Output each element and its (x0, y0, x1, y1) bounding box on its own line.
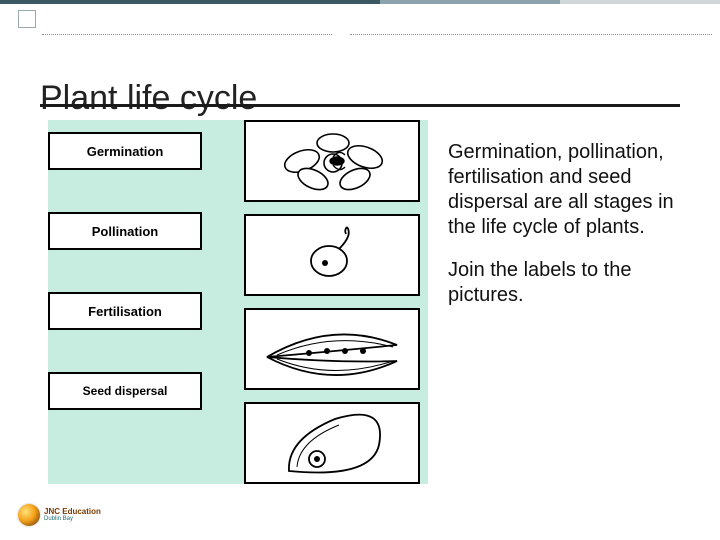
matching-panel: Germination Pollination Fertilisation Se… (48, 120, 428, 484)
dotted-rule-right (350, 34, 712, 35)
globe-icon (18, 504, 40, 526)
label-pollination[interactable]: Pollination (48, 212, 202, 250)
topbar-seg-c (560, 0, 720, 4)
label-text: Seed dispersal (83, 384, 168, 398)
label-text: Fertilisation (88, 304, 162, 319)
pod-icon (247, 311, 417, 387)
footer-text: JNC Education Dublin Bay (44, 508, 101, 522)
pictures-column (244, 120, 420, 496)
paragraph-1: Germination, pollination, fertilisation … (448, 140, 698, 240)
dotted-rule-left (42, 34, 332, 35)
label-germination[interactable]: Germination (48, 132, 202, 170)
label-fertilisation[interactable]: Fertilisation (48, 292, 202, 330)
corner-ornament (18, 10, 36, 28)
picture-ovule[interactable] (244, 402, 420, 484)
paragraph-2: Join the labels to the pictures. (448, 258, 698, 308)
topbar-seg-b (380, 0, 560, 4)
labels-column: Germination Pollination Fertilisation Se… (48, 132, 208, 452)
picture-flower-bee[interactable] (244, 120, 420, 202)
topbar-seg-a (0, 0, 380, 4)
picture-pod[interactable] (244, 308, 420, 390)
label-seed-dispersal[interactable]: Seed dispersal (48, 372, 202, 410)
footer-line2: Dublin Bay (44, 516, 101, 522)
top-line (0, 0, 720, 4)
footer-line1: JNC Education (44, 508, 101, 516)
picture-seed-sprout[interactable] (244, 214, 420, 296)
ovule-icon (247, 405, 417, 481)
slide: Plant life cycle Germination Pollination… (0, 0, 720, 540)
label-text: Germination (87, 144, 164, 159)
top-bar (0, 0, 720, 38)
flower-bee-icon (247, 123, 417, 199)
body-text: Germination, pollination, fertilisation … (448, 140, 698, 326)
title-underline (40, 104, 680, 107)
footer-logo: JNC Education Dublin Bay (18, 504, 101, 526)
label-text: Pollination (92, 224, 158, 239)
slide-title: Plant life cycle (40, 79, 257, 118)
seed-sprout-icon (247, 217, 417, 293)
